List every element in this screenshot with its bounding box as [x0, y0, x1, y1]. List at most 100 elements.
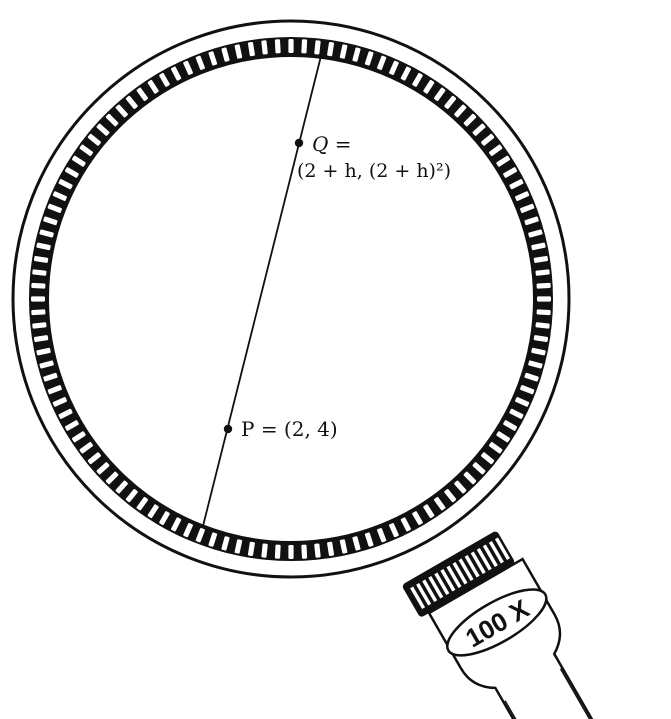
bezel-knurl-tick [520, 203, 535, 213]
bezel-knurl-tick [488, 441, 503, 454]
bezel-knurl-tick [496, 155, 511, 167]
bezel-knurl-tick [463, 113, 477, 127]
bezel-knurl-tick [136, 87, 149, 102]
bezel-knurl-tick [524, 216, 539, 226]
bezel-knurl-tick [52, 397, 67, 407]
collar-knurl-tick [440, 568, 456, 592]
handle-grip-line [559, 668, 592, 719]
bezel-knurl-tick [87, 133, 101, 146]
lens-bezel-knurl [31, 39, 551, 559]
bezel-knurl-tick [136, 496, 149, 511]
bezel-knurl-tick [159, 72, 170, 87]
bezel-knurl-tick [481, 133, 495, 146]
bezel-knurl-tick [247, 41, 255, 57]
bezel-knurl-tick [412, 72, 423, 87]
bezel-knurl-tick [536, 309, 551, 316]
bezel-knurl-tick [261, 543, 268, 558]
bezel-knurl-tick [463, 471, 477, 485]
bezel-knurl-tick [47, 385, 62, 395]
secant-line [202, 55, 322, 527]
bezel-knurl-tick [488, 144, 503, 157]
collar-knurl-tick [476, 547, 492, 571]
magnifier-handle: 100 X [402, 531, 594, 719]
bezel-knurl-tick [400, 517, 411, 532]
bezel-knurl-tick [52, 191, 67, 201]
bezel-knurl-tick [288, 39, 294, 53]
bezel-knurl-tick [472, 462, 486, 475]
bezel-knurl-tick [105, 113, 119, 127]
collar-knurl-tick [422, 579, 438, 602]
bezel-knurl-tick [454, 480, 467, 494]
collar-knurl-tick [410, 586, 426, 609]
bezel-knurl-tick [423, 504, 435, 519]
bezel-knurl-tick [147, 504, 159, 519]
bezel-knurl-tick [503, 167, 518, 178]
bezel-knurl-tick [537, 296, 551, 302]
point-p-label: P = (2, 4) [241, 417, 338, 441]
bezel-knurl-tick [528, 360, 543, 369]
bezel-knurl-tick [433, 496, 446, 511]
bezel-knurl-tick [43, 216, 58, 226]
bezel-knurl-tick [105, 471, 119, 485]
bezel-knurl-tick [31, 282, 46, 289]
bezel-knurl-tick [261, 40, 268, 55]
point-q [294, 138, 304, 148]
bezel-knurl-tick [171, 517, 182, 532]
bezel-knurl-tick [274, 39, 281, 54]
bezel-knurl-tick [496, 431, 511, 443]
bezel-knurl-tick [528, 229, 543, 238]
bezel-knurl-tick [412, 511, 423, 526]
bezel-knurl-tick [454, 104, 467, 118]
bezel-knurl-tick [533, 335, 549, 343]
collar-knurl [410, 537, 510, 609]
handle-neck [427, 557, 594, 719]
bezel-knurl-tick [221, 536, 230, 551]
bezel-knurl-tick [301, 544, 308, 559]
bezel-knurl-tick [87, 452, 101, 465]
bezel-knurl-tick [352, 47, 361, 62]
bezel-knurl-tick [234, 539, 243, 554]
bezel-knurl-tick [208, 532, 218, 547]
bezel-knurl-tick [531, 347, 546, 356]
point-q-label: Q = [312, 132, 352, 156]
bezel-knurl-tick [533, 255, 549, 263]
bezel-knurl-tick [125, 489, 138, 503]
bezel-knurl-tick [509, 179, 524, 190]
collar-knurl-tick [434, 572, 450, 595]
bezel-knurl-tick [79, 441, 94, 454]
bezel-knurl-tick [64, 420, 79, 431]
bezel-knurl-tick [327, 41, 335, 57]
bezel-knurl-tick [389, 523, 399, 538]
bezel-knurl-tick [159, 511, 170, 526]
bezel-knurl-tick [64, 167, 79, 178]
bezel-knurl-tick [377, 528, 387, 543]
bezel-knurl-tick [520, 385, 535, 395]
bezel-knurl-tick [314, 40, 321, 55]
point-p [223, 424, 233, 434]
bezel-knurl-tick [481, 452, 495, 465]
bezel-knurl-tick [33, 335, 49, 343]
bezel-knurl-tick [314, 543, 321, 558]
bezel-knurl-tick [221, 47, 230, 62]
collar-knurl-tick [452, 561, 468, 585]
bezel-knurl-tick [423, 79, 435, 94]
bezel-knurl-tick [36, 347, 51, 356]
bezel-knurl-tick [31, 296, 45, 302]
collar-knurl-tick [458, 558, 474, 581]
bezel-knurl-tick [288, 545, 294, 559]
bezel-knurl-tick [39, 360, 54, 369]
bezel-knurl-tick [364, 51, 374, 66]
bezel-knurl-tick [364, 532, 374, 547]
bezel-knurl-tick [195, 528, 205, 543]
bezel-knurl-tick [339, 539, 348, 554]
collar-knurl-tick [446, 565, 462, 588]
bezel-knurl-tick [274, 544, 281, 559]
collar-knurl-tick [464, 554, 480, 578]
bezel-knurl-tick [400, 66, 411, 81]
bezel-knurl-tick [125, 95, 138, 109]
bezel-knurl-tick [524, 372, 539, 382]
bezel-knurl-tick [234, 44, 243, 59]
bezel-knurl-tick [389, 60, 399, 75]
collar-knurl-tick [482, 544, 498, 567]
